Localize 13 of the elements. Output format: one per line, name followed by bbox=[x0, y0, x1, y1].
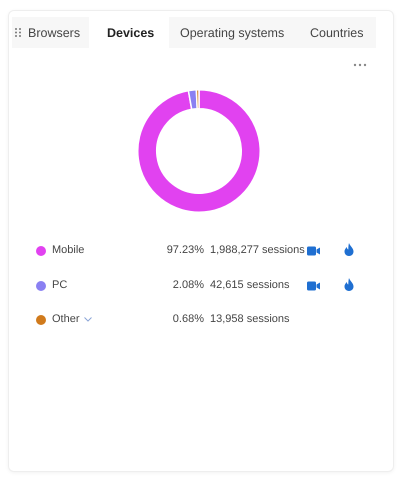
text: 0.68% bbox=[172, 313, 204, 326]
legend-label: Mobile bbox=[52, 244, 84, 257]
text: Countries bbox=[310, 26, 364, 41]
data-label: 1,988,277 sessions bbox=[210, 244, 305, 257]
text: Browsers bbox=[28, 26, 80, 41]
text: 2.08% bbox=[172, 278, 204, 292]
chart-title: Devices bbox=[107, 26, 154, 41]
data-label: 42,615 sessions bbox=[210, 278, 290, 292]
text: 97.23% bbox=[166, 244, 204, 257]
data-label: 13,958 sessions bbox=[210, 313, 290, 326]
legend-label: Other bbox=[52, 313, 80, 326]
legend-label: PC bbox=[52, 278, 68, 292]
text: Operating systems bbox=[180, 26, 284, 41]
